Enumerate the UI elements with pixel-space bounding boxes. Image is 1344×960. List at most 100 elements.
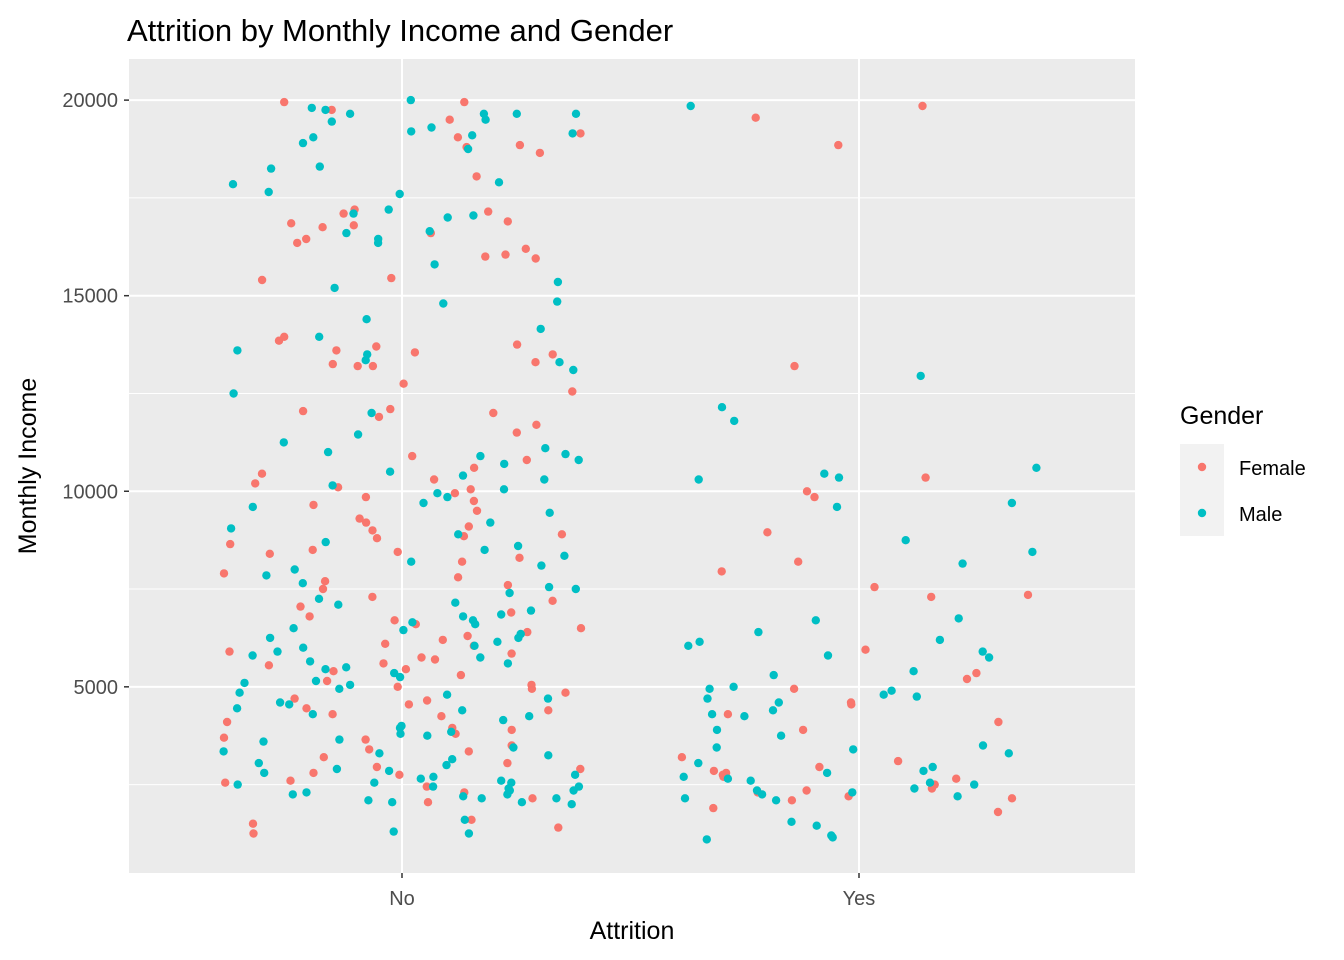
data-point-male — [264, 187, 273, 197]
data-point-female — [302, 704, 311, 713]
data-point-female — [399, 379, 408, 388]
data-point-female — [393, 547, 402, 557]
data-point-male — [545, 508, 554, 517]
data-point-male — [552, 794, 561, 803]
data-point-male — [505, 588, 514, 598]
data-point-male — [503, 659, 513, 668]
data-point-male — [536, 324, 545, 334]
data-point-male — [553, 277, 563, 287]
data-point-male — [307, 103, 316, 113]
data-point-female — [445, 115, 454, 124]
data-point-female — [368, 361, 378, 371]
data-point-male — [509, 743, 518, 752]
data-point-male — [470, 641, 479, 650]
data-point-female — [387, 273, 396, 283]
data-point-female — [460, 97, 469, 107]
data-point-male — [771, 796, 781, 805]
data-point-male — [984, 653, 994, 662]
data-point-female — [417, 653, 426, 662]
data-point-female — [568, 387, 577, 396]
data-point-female — [802, 487, 812, 496]
data-point-male — [388, 798, 397, 807]
data-point-female — [372, 342, 381, 351]
data-point-female — [810, 492, 819, 502]
data-point-male — [228, 180, 238, 189]
data-point-male — [694, 475, 703, 484]
data-point-male — [978, 741, 988, 750]
data-point-male — [712, 725, 722, 735]
data-point-female — [225, 647, 234, 656]
y-tick-label: 20000 — [62, 90, 118, 112]
data-point-female — [709, 803, 718, 813]
data-point-female — [503, 758, 512, 768]
data-point-male — [321, 105, 330, 115]
data-point-female — [464, 522, 473, 531]
data-point-male — [730, 416, 739, 426]
data-point-male — [723, 774, 733, 783]
data-point-male — [370, 778, 379, 787]
data-point-female — [522, 455, 531, 465]
data-point-male — [776, 731, 786, 740]
data-point-male — [345, 680, 355, 690]
data-point-male — [332, 764, 342, 774]
y-axis-title: Monthly Income — [14, 378, 42, 554]
data-point-male — [828, 833, 837, 842]
data-point-male — [248, 651, 257, 660]
legend-label: Female — [1239, 458, 1306, 480]
data-point-male — [406, 95, 415, 105]
data-point-male — [812, 821, 821, 830]
data-point-male — [362, 315, 371, 324]
data-point-female — [561, 688, 570, 697]
data-point-male — [407, 127, 416, 136]
data-point-female — [576, 764, 585, 774]
data-point-female — [453, 133, 463, 142]
data-point-male — [327, 117, 336, 126]
data-point-female — [489, 408, 498, 418]
data-point-female — [386, 404, 395, 414]
data-point-female — [472, 506, 482, 515]
data-point-female — [318, 584, 328, 594]
data-point-male — [526, 606, 536, 615]
data-point-male — [560, 551, 569, 560]
data-point-male — [497, 776, 506, 785]
data-point-male — [540, 475, 549, 484]
data-point-male — [323, 447, 333, 457]
data-point-male — [459, 792, 468, 801]
data-point-male — [429, 772, 438, 781]
data-point-male — [335, 735, 344, 744]
data-point-male — [503, 790, 512, 799]
data-point-male — [334, 600, 343, 609]
data-point-female — [464, 747, 473, 756]
data-point-male — [308, 710, 317, 719]
data-point-female — [395, 770, 404, 779]
data-point-female — [469, 496, 479, 506]
data-point-male — [901, 536, 910, 545]
x-tick-label: No — [389, 888, 415, 910]
data-point-male — [500, 459, 509, 469]
data-point-male — [330, 283, 339, 293]
data-point-female — [368, 592, 377, 602]
data-point-male — [569, 786, 578, 795]
data-point-female — [962, 674, 972, 684]
data-point-female — [339, 209, 348, 218]
data-point-female — [430, 655, 440, 664]
data-point-male — [479, 109, 489, 119]
data-point-female — [677, 753, 687, 762]
data-point-female — [328, 359, 337, 369]
data-point-female — [870, 582, 879, 592]
data-point-female — [576, 624, 586, 633]
data-point-male — [309, 133, 318, 142]
data-point-female — [794, 557, 803, 566]
legend-swatch — [1197, 508, 1207, 518]
data-point-male — [925, 778, 935, 787]
x-axis-title: Attrition — [590, 917, 675, 945]
data-point-female — [349, 221, 358, 230]
data-point-female — [798, 725, 808, 735]
data-point-female — [401, 665, 411, 674]
data-point-male — [433, 489, 442, 498]
data-point-male — [958, 559, 967, 568]
data-point-male — [1032, 463, 1041, 472]
data-point-male — [1028, 547, 1037, 557]
data-point-male — [443, 213, 452, 222]
data-point-female — [226, 539, 235, 549]
